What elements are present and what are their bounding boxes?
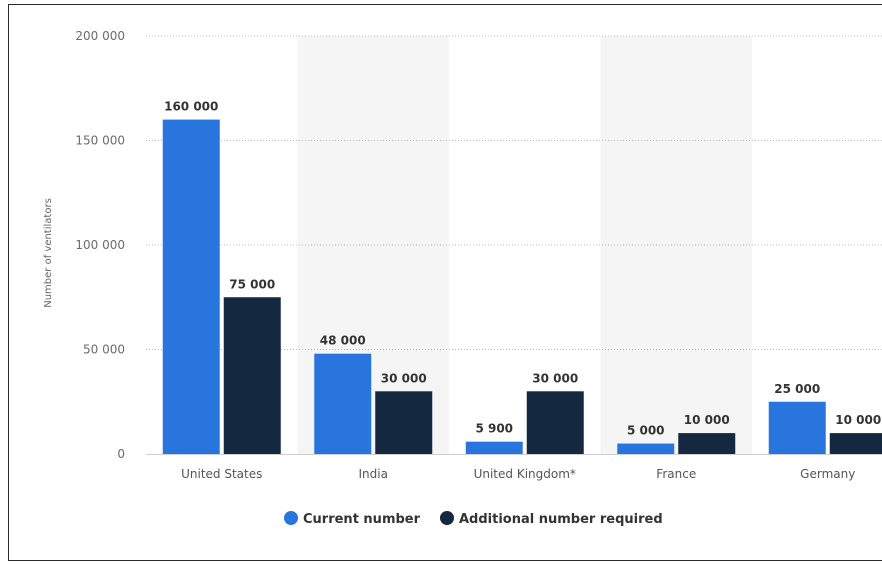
- y-tick-label: 100 000: [75, 238, 125, 252]
- y-tick-label: 150 000: [75, 134, 125, 148]
- x-tick-label: France: [656, 467, 696, 481]
- data-label: 5 900: [475, 422, 513, 436]
- y-axis-label: Number of ventilators: [43, 198, 54, 308]
- data-label: 5 000: [627, 424, 665, 438]
- x-tick-label: India: [359, 467, 388, 481]
- data-label: 10 000: [835, 413, 881, 427]
- data-label: 30 000: [381, 371, 427, 385]
- y-tick-label: 200 000: [75, 29, 125, 43]
- legend-label[interactable]: Additional number required: [459, 512, 663, 527]
- x-tick-label: Germany: [800, 467, 855, 481]
- bar-current[interactable]: [465, 441, 523, 454]
- data-label: 10 000: [684, 413, 730, 427]
- y-tick-label: 50 000: [83, 343, 125, 357]
- data-label: 48 000: [320, 334, 366, 348]
- category-band: [600, 36, 752, 454]
- chart-frame: 0 50 000 100 000 150 000 200 000 Number of ve…: [8, 4, 882, 561]
- data-label: 75 000: [229, 277, 275, 291]
- data-label: 160 000: [164, 100, 218, 114]
- bar-current[interactable]: [314, 353, 372, 454]
- data-label: 30 000: [532, 371, 578, 385]
- x-tick-label: United States: [181, 467, 262, 481]
- data-label: 25 000: [774, 382, 820, 396]
- legend-label[interactable]: Current number: [303, 512, 421, 527]
- bar-additional[interactable]: [678, 433, 736, 454]
- bar-additional[interactable]: [375, 391, 433, 454]
- y-tick-label: 0: [117, 447, 125, 461]
- bar-chart: 0 50 000 100 000 150 000 200 000 Number of ve…: [43, 29, 882, 527]
- bar-current[interactable]: [162, 119, 220, 454]
- legend-marker: [284, 511, 298, 525]
- bar-additional[interactable]: [829, 433, 882, 454]
- bar-additional[interactable]: [223, 297, 281, 454]
- legend-marker: [440, 511, 454, 525]
- bar-current[interactable]: [617, 443, 675, 454]
- x-tick-label: United Kingdom*: [474, 467, 576, 481]
- bar-current[interactable]: [768, 401, 826, 454]
- bar-additional[interactable]: [526, 391, 584, 454]
